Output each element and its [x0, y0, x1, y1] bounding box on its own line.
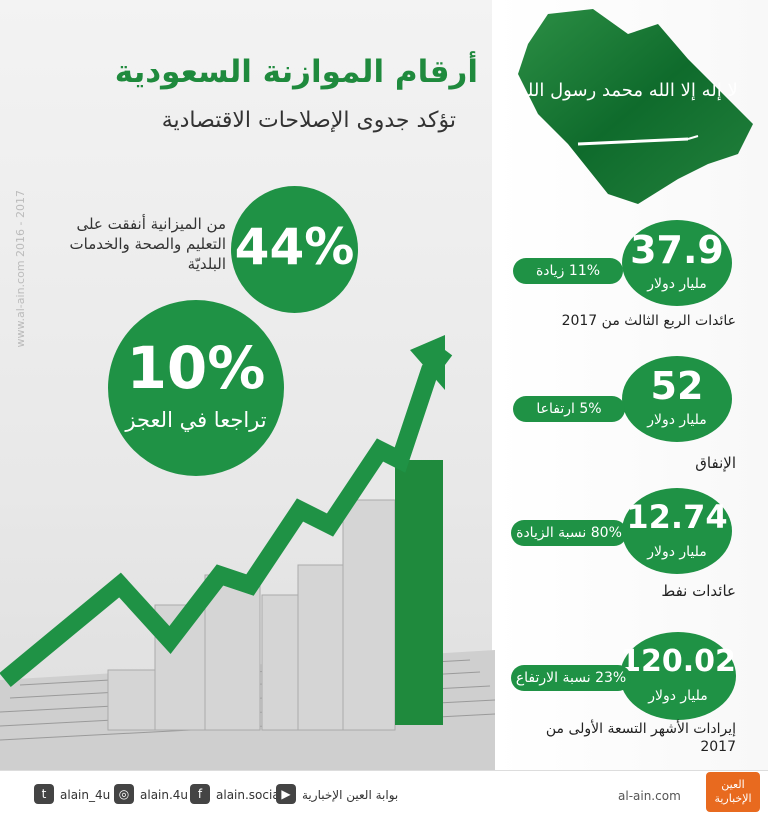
watermark-left: www.al-ain.com 2016 - 2017 [14, 190, 27, 347]
twitter-handle[interactable]: alain_4u [60, 788, 111, 802]
twitter-icon[interactable]: t [34, 784, 54, 804]
saudi-map-flag: لا إله إلا الله محمد رسول الله [518, 9, 753, 204]
instagram-icon[interactable]: ◎ [114, 784, 134, 804]
alain-logo: العين الإخبارية [706, 772, 760, 812]
page-title: أرقام الموازنة السعودية [114, 54, 478, 90]
logo-line-1: العين [721, 778, 745, 791]
stat-44-note: من الميزانية أنفقت على التعليم والصحة وا… [69, 215, 227, 273]
stat-1-value: 37.9 [630, 228, 724, 272]
facebook-handle[interactable]: alain.social [216, 788, 284, 802]
stat-10-caption: تراجعا في العجز [125, 408, 267, 432]
chart-bars [107, 460, 443, 731]
stat-4-value: 120.02 [620, 644, 736, 679]
stat-44-circle: 44% [231, 186, 358, 313]
stat-2-unit: مليار دولار [647, 412, 707, 428]
growth-chart-graphic [0, 335, 495, 770]
stat-4-unit: مليار دولار [648, 688, 708, 704]
stat-4-label: إيرادات الأشهر التسعة الأولى من 2017 [545, 721, 736, 755]
stat-2-value: 52 [650, 364, 704, 408]
stat-1-pill: 11% زيادة [513, 258, 623, 284]
stat-2-circle: 52 مليار دولار [622, 356, 732, 442]
stat-1-circle: 37.9 مليار دولار [622, 220, 732, 306]
stat-3-pill: 80% نسبة الزيادة [511, 520, 627, 546]
flag-shahada: لا إله إلا الله محمد رسول الله [518, 80, 737, 101]
logo-line-2: الإخبارية [714, 792, 752, 805]
panel-divider [492, 0, 495, 770]
stat-4-circle: 120.02 مليار دولار [620, 632, 736, 720]
facebook-icon[interactable]: f [190, 784, 210, 804]
stat-4-pill: 23% نسبة الارتفاع [511, 665, 631, 691]
stat-3-circle: 12.74 مليار دولار [622, 488, 732, 574]
stat-1-label: عائدات الربع الثالث من 2017 [561, 313, 736, 329]
youtube-icon[interactable]: ▶ [276, 784, 296, 804]
stat-10-value: 10% [126, 334, 266, 402]
stat-3-value: 12.74 [626, 498, 728, 536]
youtube-channel[interactable]: بوابة العين الإخبارية [302, 788, 399, 802]
stat-2-label: الإنفاق [695, 454, 736, 472]
watermark-years: 2016 - 2017 [14, 190, 27, 257]
footer-site[interactable]: al-ain.com [618, 789, 681, 803]
stat-3-unit: مليار دولار [647, 544, 707, 560]
page-subtitle: تؤكد جدوى الإصلاحات الاقتصادية [161, 108, 456, 133]
instagram-handle[interactable]: alain.4u [140, 788, 189, 802]
stat-1-unit: مليار دولار [647, 276, 707, 292]
footer-bar: t alain_4u ◎ alain.4u f alain.social ▶ ب… [0, 770, 768, 816]
stat-44-value: 44% [234, 218, 355, 276]
stat-3-label: عائدات نفط [661, 582, 736, 600]
stat-10-circle: 10% تراجعا في العجز [108, 300, 284, 476]
stat-2-pill: 5% ارتفاعا [513, 396, 625, 422]
